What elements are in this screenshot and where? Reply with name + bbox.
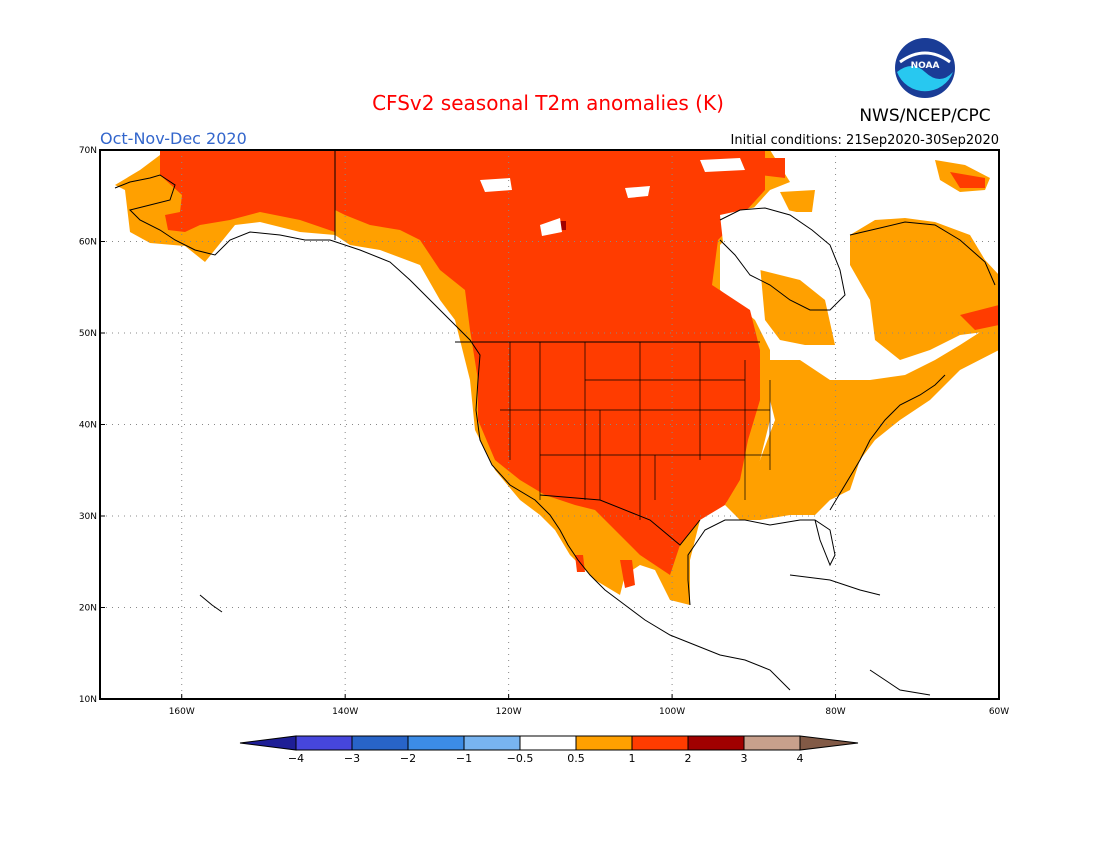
map-frame xyxy=(99,149,1000,700)
forecast-period: Oct-Nov-Dec 2020 xyxy=(100,129,247,148)
colorbar-right-arrow xyxy=(799,735,859,751)
shade-arctic-red xyxy=(760,158,785,178)
lon-tick-label: 80W xyxy=(825,707,845,717)
anomaly-map xyxy=(99,149,1000,700)
hawaii-islands xyxy=(199,594,223,613)
lon-tick-label: 140W xyxy=(332,707,358,717)
colorbar-label: 2 xyxy=(685,752,692,765)
gap-arctic-4 xyxy=(700,158,745,172)
lon-tick-label: 100W xyxy=(659,707,685,717)
lon-tick-label: 60W xyxy=(989,707,1009,717)
lat-tick-label: 60N xyxy=(79,238,97,248)
lat-tick-label: 20N xyxy=(79,604,97,614)
state-lines xyxy=(500,342,771,520)
colorbar-box xyxy=(687,735,745,751)
colorbar-box xyxy=(575,735,633,751)
colorbar-label: −2 xyxy=(400,752,416,765)
lat-tick-label: 40N xyxy=(79,421,97,431)
colorbar-label: −0.5 xyxy=(507,752,534,765)
colorbar-label: −1 xyxy=(456,752,472,765)
colorbar-box xyxy=(519,735,577,751)
map-title: CFSv2 seasonal T2m anomalies (K) xyxy=(372,91,724,115)
noaa-logo: NOAA xyxy=(895,38,955,98)
south-america-coastline xyxy=(869,669,931,696)
pacific-coastline xyxy=(114,174,791,691)
gap-arctic-3 xyxy=(625,186,650,198)
lat-tick-label: 10N xyxy=(79,695,97,705)
lat-tick-label: 30N xyxy=(79,512,97,522)
shade-west-red xyxy=(335,150,765,575)
shade-greenland-red xyxy=(950,172,985,188)
colorbar-label: 0.5 xyxy=(567,752,585,765)
gap-arctic-2 xyxy=(540,218,562,236)
atlantic-coastline xyxy=(829,374,946,511)
colorbar-left-arrow xyxy=(239,735,297,751)
colorbar-box xyxy=(631,735,689,751)
anomaly-shading xyxy=(115,150,999,615)
hudson-bay-coastline xyxy=(719,207,846,311)
agency-label: NWS/NCEP/CPC xyxy=(859,106,990,126)
coastlines xyxy=(114,150,996,696)
shade-ontario-orange xyxy=(760,265,835,345)
colorbar-box xyxy=(463,735,521,751)
colorbar-label: 3 xyxy=(741,752,748,765)
lon-tick-label: 120W xyxy=(496,707,522,717)
colorbar: −4 −3 −2 −1 −0.5 0.5 1 2 3 4 xyxy=(239,735,859,765)
lon-tick-label: 160W xyxy=(169,707,195,717)
gap-hudson xyxy=(720,205,870,345)
colorbar-box xyxy=(351,735,409,751)
shade-baffin-orange xyxy=(780,190,815,212)
colorbar-label: 4 xyxy=(797,752,804,765)
gulf-coastline xyxy=(687,519,836,606)
gap-mexico xyxy=(630,598,650,615)
initial-conditions: Initial conditions: 21Sep2020-30Sep2020 xyxy=(731,133,999,148)
colorbar-box xyxy=(295,735,353,751)
colorbar-label: −4 xyxy=(288,752,304,765)
shade-alaska-red xyxy=(160,150,335,232)
gap-arctic-1 xyxy=(480,178,512,192)
shade-darkred-spot xyxy=(557,221,566,230)
shade-mexico-red xyxy=(620,560,635,588)
lat-tick-label: 50N xyxy=(79,329,97,339)
latitude-labels: 10N 20N 30N 40N 50N 60N 70N xyxy=(79,146,97,705)
state-borders xyxy=(500,342,771,520)
colorbar-label: 1 xyxy=(629,752,636,765)
colorbar-box xyxy=(743,735,801,751)
lat-tick-label: 70N xyxy=(79,146,97,156)
shade-east-orange xyxy=(725,320,999,520)
colorbar-label: −3 xyxy=(344,752,360,765)
us-mexico-border xyxy=(539,494,701,546)
noaa-logo-text: NOAA xyxy=(911,61,940,71)
shade-labrador-orange xyxy=(850,218,999,360)
longitude-labels: 160W 140W 120W 100W 80W 60W xyxy=(169,707,1010,717)
caribbean-islands xyxy=(789,574,881,596)
colorbar-box xyxy=(407,735,465,751)
labrador-coastline xyxy=(849,221,996,286)
shade-newfoundland-red xyxy=(960,305,999,330)
